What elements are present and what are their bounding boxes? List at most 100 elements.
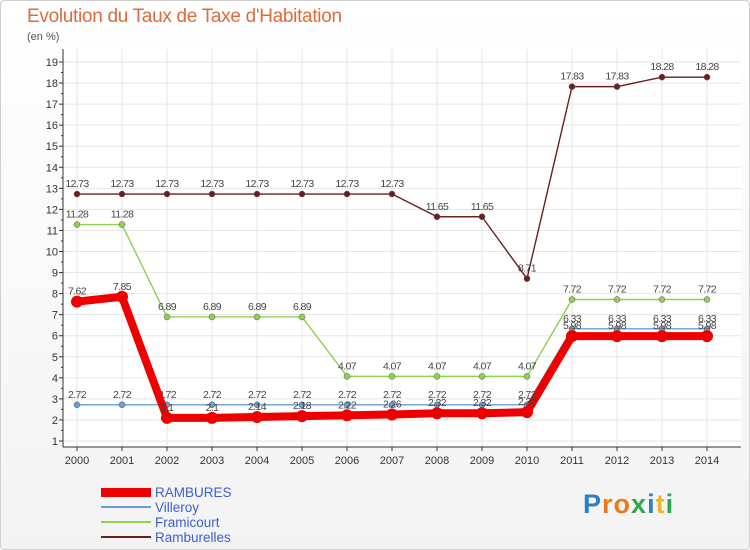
x-tick-label: 2013: [650, 455, 674, 467]
data-point-framicourt: [298, 313, 306, 321]
data-point-framicourt: [613, 296, 621, 303]
data-point-rambures: [251, 410, 263, 423]
data-point-rambures: [476, 407, 488, 420]
x-tick-label: 2005: [290, 455, 314, 467]
data-label-villeroy: 2.72: [293, 389, 312, 401]
brand-letter: t: [655, 489, 666, 519]
data-label-rambures: 5.98: [563, 320, 582, 332]
y-tick-label: 18: [46, 78, 58, 90]
data-label-rambures: 5.98: [698, 320, 717, 332]
data-point-framicourt: [163, 313, 171, 321]
x-tick-label: 2006: [335, 455, 359, 467]
brand-letter: i: [665, 489, 675, 519]
data-label-rambures: 5.98: [653, 320, 672, 332]
data-label-rambures: 2.1: [206, 402, 220, 414]
data-label-rambures: 2.14: [248, 401, 267, 413]
data-label-ramburelles: 8.71: [518, 263, 537, 275]
data-label-villeroy: 6.33: [653, 313, 672, 325]
data-point-rambures: [701, 330, 713, 343]
y-axis-unit: (en %): [27, 31, 60, 43]
data-label-villeroy: 2.72: [338, 389, 357, 401]
data-label-villeroy: 6.33: [608, 313, 627, 325]
data-point-ramburelles: [118, 190, 126, 198]
y-tick-label: 9: [52, 268, 58, 280]
x-tick-label: 2012: [605, 455, 629, 467]
y-tick-label: 7: [52, 310, 58, 322]
data-label-framicourt: 7.72: [698, 284, 717, 296]
data-point-framicourt: [703, 296, 711, 303]
data-label-framicourt: 4.07: [473, 360, 492, 372]
y-tick-label: 3: [52, 394, 58, 406]
data-label-villeroy: 2.72: [248, 389, 267, 401]
data-point-villeroy: [253, 401, 261, 409]
data-label-villeroy: 6.33: [698, 313, 717, 325]
x-tick-label: 2004: [245, 455, 269, 467]
data-label-rambures: 2.1: [161, 402, 175, 414]
data-point-rambures: [521, 406, 533, 419]
data-label-rambures: 2.32: [428, 397, 447, 409]
data-label-villeroy: 2.72: [428, 389, 447, 401]
data-point-framicourt: [73, 221, 81, 228]
legend-swatch: [101, 506, 151, 508]
legend-label: Villeroy: [155, 500, 200, 515]
data-label-framicourt: 4.07: [428, 360, 447, 372]
data-point-villeroy: [298, 401, 306, 409]
data-label-framicourt: 7.72: [563, 284, 582, 296]
legend-label: Ramburelles: [155, 530, 231, 545]
y-tick-label: 19: [46, 57, 58, 69]
data-label-villeroy: 2.72: [473, 389, 492, 401]
data-point-villeroy: [388, 401, 396, 409]
data-point-ramburelles: [343, 190, 351, 198]
brand-letter: o: [613, 489, 632, 519]
y-tick-label: 13: [46, 183, 58, 195]
data-point-rambures: [116, 290, 128, 303]
data-label-framicourt: 6.89: [203, 301, 222, 313]
data-point-framicourt: [523, 373, 531, 380]
x-tick-label: 2011: [560, 455, 584, 467]
y-tick-label: 16: [46, 120, 58, 132]
data-label-rambures: 7.62: [68, 286, 87, 298]
data-point-ramburelles: [703, 73, 711, 81]
data-label-rambures: 2.37: [518, 396, 537, 408]
data-label-framicourt: 7.72: [653, 284, 672, 296]
y-tick-label: 5: [52, 352, 58, 364]
data-point-rambures: [296, 410, 308, 423]
data-point-rambures: [206, 411, 218, 424]
data-label-framicourt: 11.28: [66, 209, 89, 221]
data-point-rambures: [611, 330, 623, 343]
data-point-rambures: [71, 295, 83, 308]
plot-area: [63, 49, 741, 447]
data-point-framicourt: [433, 373, 441, 380]
data-label-villeroy: 2.72: [383, 389, 402, 401]
data-point-framicourt: [388, 373, 396, 380]
y-tick-label: 12: [46, 204, 58, 216]
data-label-ramburelles: 12.73: [335, 178, 359, 190]
data-label-ramburelles: 11.65: [426, 201, 449, 213]
x-tick-label: 2008: [425, 455, 449, 467]
data-point-ramburelles: [298, 190, 306, 198]
brand-letter: i: [647, 489, 656, 519]
x-tick-label: 2000: [65, 455, 89, 467]
data-point-ramburelles: [433, 213, 441, 221]
x-tick-label: 2002: [155, 455, 179, 467]
legend-label: Framicourt: [155, 515, 220, 530]
data-label-rambures: 7.85: [113, 281, 132, 293]
data-point-villeroy: [343, 401, 351, 409]
data-label-ramburelles: 12.73: [245, 178, 269, 190]
data-label-ramburelles: 11.65: [471, 201, 494, 213]
data-label-framicourt: 7.72: [608, 284, 627, 296]
data-label-rambures: 2.26: [383, 398, 402, 410]
x-tick-label: 2007: [380, 455, 404, 467]
brand-letter: r: [602, 489, 614, 519]
data-point-rambures: [566, 330, 578, 343]
data-point-ramburelles: [253, 190, 261, 198]
data-label-ramburelles: 12.73: [380, 178, 404, 190]
data-point-ramburelles: [388, 190, 396, 198]
brand-letter: x: [631, 489, 648, 519]
x-tick-label: 2009: [470, 455, 494, 467]
chart-title: Evolution du Taux de Taxe d'Habitation: [27, 6, 342, 27]
data-point-framicourt: [118, 221, 126, 228]
data-point-villeroy: [73, 401, 81, 409]
y-tick-label: 17: [46, 99, 58, 111]
x-tick-label: 2003: [200, 455, 224, 467]
